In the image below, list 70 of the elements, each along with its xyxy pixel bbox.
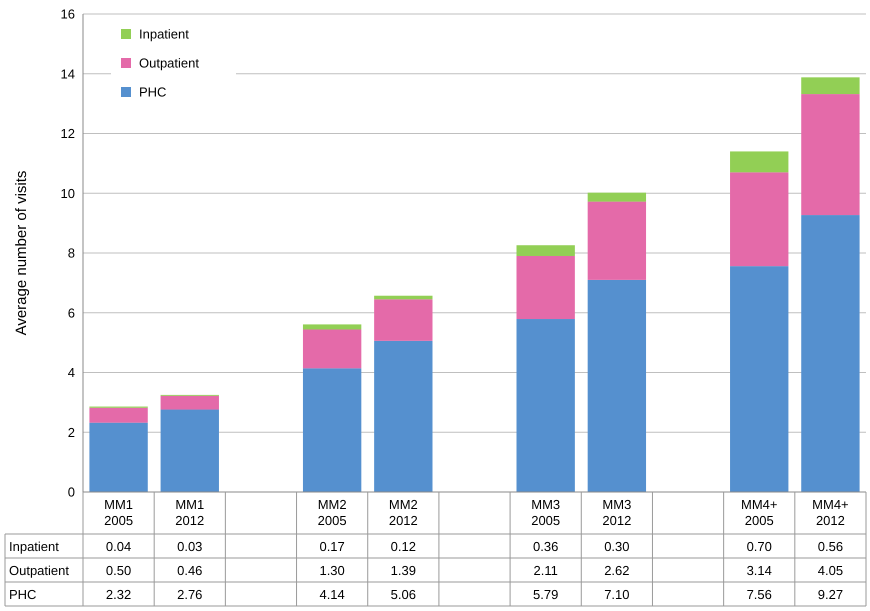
data-label: 0.04	[106, 539, 132, 554]
x-tick-label: MM1 2012	[175, 497, 204, 528]
y-tick-label: 0	[68, 484, 75, 500]
y-tick-label: 16	[60, 6, 75, 22]
x-tick-label: MM3 2005	[531, 497, 560, 528]
data-label: 0.56	[818, 539, 844, 554]
bar	[801, 215, 860, 492]
bar	[160, 410, 219, 492]
data-label: 2.76	[177, 587, 202, 602]
y-tick-label: 8	[68, 246, 75, 261]
bar	[89, 408, 148, 423]
bar	[374, 299, 433, 341]
text: Inpatient	[9, 539, 59, 554]
legend-label: Inpatient	[139, 26, 190, 42]
data-label: 3.14	[746, 563, 772, 578]
bar	[801, 77, 860, 94]
data-label: 0.30	[604, 539, 630, 554]
bar	[516, 245, 575, 256]
bar	[588, 202, 646, 280]
bar	[730, 172, 788, 266]
y-tick-label: 2	[68, 424, 75, 440]
data-label: 7.10	[604, 587, 630, 602]
data-label: 7.56	[746, 587, 772, 602]
bar	[302, 324, 362, 330]
bar	[302, 368, 362, 492]
y-tick-label: 4	[68, 365, 75, 380]
data-label: 2.11	[534, 563, 558, 578]
data-label: 0.46	[177, 563, 202, 578]
y-tick-label: 12	[60, 126, 75, 142]
bar	[89, 422, 148, 492]
x-tick-label: MM1 2005	[104, 497, 134, 528]
data-label: 2.32	[106, 587, 132, 602]
bar	[374, 340, 433, 492]
x-tick-label: MM3 2012	[602, 497, 632, 528]
data-label: 4.05	[818, 563, 844, 578]
data-label: 0.70	[746, 539, 772, 554]
bar	[588, 192, 646, 202]
bar	[374, 296, 433, 300]
legend-label: PHC	[139, 84, 166, 100]
bar	[730, 151, 788, 172]
bar	[160, 396, 219, 410]
bar	[516, 256, 575, 320]
data-label: 4.14	[319, 587, 345, 602]
bar	[730, 266, 788, 492]
y-tick-label: 6	[68, 305, 75, 320]
y-tick-label: 14	[60, 66, 75, 82]
data-label: 0.12	[390, 539, 416, 554]
data-label: 1.39	[390, 563, 416, 578]
y-tick-label: 10	[60, 186, 75, 201]
text: Outpatient	[9, 563, 69, 578]
legend-label: Outpatient	[139, 56, 200, 71]
data-label: 1.30	[319, 563, 345, 578]
bar	[801, 94, 860, 216]
data-label: 2.62	[604, 563, 630, 578]
data-label: 0.03	[177, 539, 202, 554]
x-tick-label: MM2 2012	[388, 497, 418, 528]
data-label: 9.27	[818, 587, 844, 602]
data-label: 0.17	[319, 539, 345, 554]
data-label: 0.36	[533, 539, 558, 554]
x-tick-label: MM4+ 2005	[740, 497, 778, 528]
bar	[302, 329, 362, 368]
bar	[588, 280, 646, 492]
data-label: 5.79	[533, 587, 558, 602]
data-label: 5.06	[390, 587, 416, 602]
x-tick-label: MM4+ 2012	[812, 497, 849, 528]
data-label: 0.50	[106, 563, 132, 578]
x-tick-label: MM2 2005	[318, 497, 347, 528]
text: PHC	[9, 587, 36, 602]
bar	[516, 319, 575, 492]
y-axis-title: Average number of visits	[13, 170, 30, 336]
